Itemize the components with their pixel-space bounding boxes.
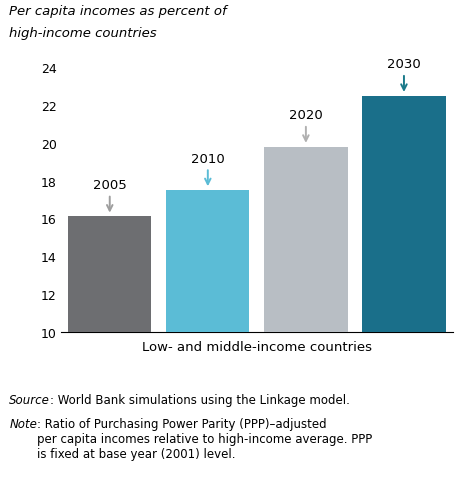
Text: high-income countries: high-income countries [9, 27, 157, 40]
Bar [264, 147, 347, 332]
Bar [68, 217, 151, 332]
Text: 2030: 2030 [387, 58, 421, 91]
Text: : Ratio of Purchasing Power Parity (PPP)–adjusted
per capita incomes relative to: : Ratio of Purchasing Power Parity (PPP)… [37, 417, 373, 460]
Bar [362, 97, 446, 332]
Text: : World Bank simulations using the Linkage model.: : World Bank simulations using the Linka… [50, 393, 350, 406]
Text: 2005: 2005 [93, 179, 127, 211]
Text: Source: Source [9, 393, 50, 406]
Text: Source: World Bank simulations using the Linkage model.: Source: World Bank simulations using the… [9, 393, 350, 406]
Text: Note: Note [9, 417, 37, 430]
Text: Per capita incomes as percent of: Per capita incomes as percent of [9, 5, 227, 18]
Text: 2020: 2020 [289, 109, 323, 142]
Text: 2010: 2010 [191, 152, 225, 185]
X-axis label: Low- and middle-income countries: Low- and middle-income countries [142, 340, 372, 353]
Bar [166, 191, 249, 332]
